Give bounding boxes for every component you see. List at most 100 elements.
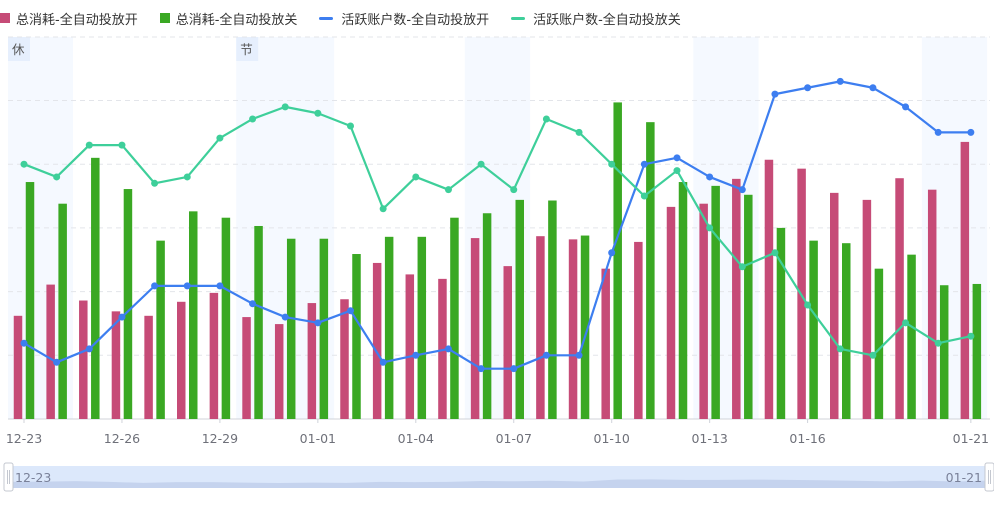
bar-spend-off[interactable] [548, 200, 557, 419]
bar-spend-on[interactable] [209, 292, 219, 419]
line-point[interactable] [85, 345, 93, 353]
line-point[interactable] [934, 339, 942, 347]
bar-spend-off[interactable] [776, 227, 786, 419]
bar-spend-on[interactable] [405, 274, 415, 419]
line-point[interactable] [151, 282, 159, 290]
line-point[interactable] [477, 365, 485, 373]
line-point[interactable] [183, 282, 191, 290]
line-point[interactable] [281, 103, 289, 111]
line-point[interactable] [249, 115, 257, 123]
line-point[interactable] [20, 339, 28, 347]
bar-spend-on[interactable] [340, 299, 349, 419]
line-point[interactable] [379, 358, 387, 366]
bar-spend-on[interactable] [79, 300, 88, 419]
line-point[interactable] [608, 249, 616, 257]
line-point[interactable] [575, 128, 583, 136]
line-point[interactable] [934, 128, 942, 136]
line-point[interactable] [836, 345, 844, 353]
bar-spend-off[interactable] [221, 217, 231, 419]
line-point[interactable] [575, 351, 583, 359]
bar-spend-on[interactable] [13, 315, 23, 419]
line-point[interactable] [510, 365, 518, 373]
line-point[interactable] [379, 205, 387, 213]
line-point[interactable] [216, 134, 224, 142]
bar-spend-on[interactable] [536, 236, 545, 419]
legend-item-0[interactable]: 总消耗-全自动投放开 [0, 9, 138, 28]
bar-spend-on[interactable] [960, 141, 970, 419]
bar-spend-off[interactable] [254, 225, 263, 419]
line-point[interactable] [118, 141, 126, 149]
bar-spend-off[interactable] [809, 240, 818, 419]
line-point[interactable] [53, 358, 61, 366]
line-point[interactable] [20, 160, 28, 168]
line-point[interactable] [706, 224, 714, 232]
line-point[interactable] [902, 103, 910, 111]
bar-spend-off[interactable] [711, 185, 720, 419]
bar-spend-on[interactable] [895, 178, 904, 419]
line-point[interactable] [804, 301, 812, 309]
line-point[interactable] [510, 186, 518, 194]
bar-spend-on[interactable] [438, 278, 447, 419]
legend-item-1[interactable]: 总消耗-全自动投放关 [159, 9, 297, 28]
bar-spend-on[interactable] [568, 239, 578, 419]
line-point[interactable] [771, 90, 779, 98]
bar-spend-on[interactable] [699, 203, 708, 419]
line-point[interactable] [314, 109, 322, 117]
bar-spend-off[interactable] [972, 283, 982, 419]
line-point[interactable] [804, 84, 812, 92]
bar-spend-on[interactable] [177, 301, 186, 419]
bar-spend-on[interactable] [601, 268, 610, 419]
bar-spend-off[interactable] [286, 238, 296, 419]
line-point[interactable] [281, 313, 289, 321]
bar-spend-on[interactable] [634, 241, 643, 419]
line-point[interactable] [444, 345, 452, 353]
bar-spend-on[interactable] [111, 311, 121, 419]
data-zoom-handle-left[interactable] [3, 462, 14, 492]
bar-spend-off[interactable] [384, 236, 394, 419]
bar-spend-off[interactable] [156, 240, 165, 419]
line-point[interactable] [542, 351, 550, 359]
bar-spend-on[interactable] [46, 284, 55, 419]
line-point[interactable] [477, 160, 485, 168]
bar-spend-on[interactable] [274, 324, 284, 419]
line-point[interactable] [85, 141, 93, 149]
bar-spend-off[interactable] [58, 203, 67, 419]
bar-spend-off[interactable] [417, 236, 427, 419]
line-point[interactable] [967, 128, 975, 136]
bar-spend-off[interactable] [352, 254, 361, 419]
bar-spend-on[interactable] [666, 206, 676, 419]
line-point[interactable] [869, 351, 877, 359]
bar-spend-off[interactable] [25, 182, 35, 419]
bar-spend-off[interactable] [907, 254, 916, 419]
bar-spend-off[interactable] [91, 157, 100, 419]
bar-spend-off[interactable] [319, 238, 329, 419]
data-zoom-handle-right[interactable] [984, 462, 994, 492]
line-point[interactable] [216, 282, 224, 290]
line-point[interactable] [412, 351, 420, 359]
line-point[interactable] [183, 173, 191, 181]
line-point[interactable] [673, 154, 681, 162]
bar-spend-off[interactable] [123, 189, 133, 419]
line-point[interactable] [542, 115, 550, 123]
bar-spend-off[interactable] [939, 285, 949, 419]
line-point[interactable] [640, 192, 648, 200]
bar-spend-on[interactable] [764, 159, 774, 419]
line-point[interactable] [314, 319, 322, 327]
line-point[interactable] [412, 173, 420, 181]
bar-spend-off[interactable] [450, 217, 459, 419]
line-point[interactable] [967, 332, 975, 340]
line-point[interactable] [738, 263, 746, 271]
bar-spend-off[interactable] [874, 268, 884, 419]
line-point[interactable] [347, 122, 354, 130]
bar-spend-off[interactable] [613, 102, 622, 419]
bar-spend-off[interactable] [646, 122, 655, 420]
line-point[interactable] [869, 84, 877, 92]
bar-spend-on[interactable] [503, 266, 513, 419]
bar-spend-off[interactable] [189, 211, 198, 419]
line-point[interactable] [771, 249, 779, 257]
line-point[interactable] [673, 167, 681, 175]
bar-spend-off[interactable] [678, 182, 688, 419]
line-point[interactable] [608, 160, 616, 168]
line-point[interactable] [836, 77, 844, 85]
bar-spend-off[interactable] [580, 235, 590, 419]
